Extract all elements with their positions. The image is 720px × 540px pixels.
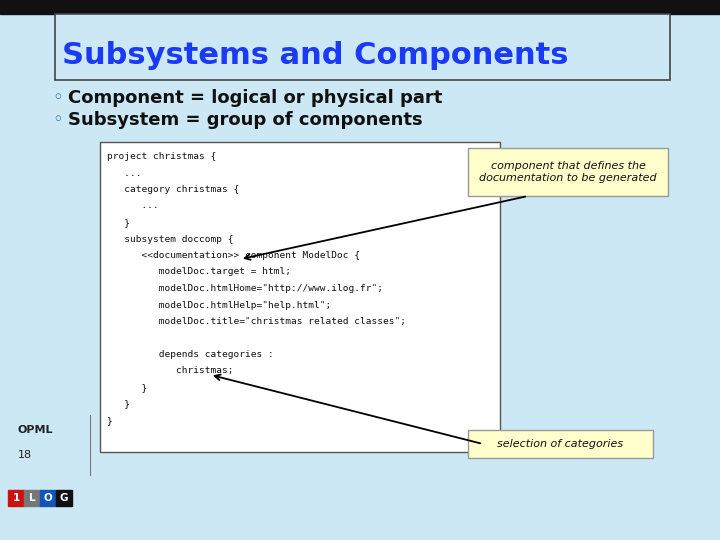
Text: category christmas {: category christmas { xyxy=(107,185,239,194)
Bar xyxy=(56,490,72,506)
Text: subsystem doccomp {: subsystem doccomp { xyxy=(107,234,233,244)
Text: christmas;: christmas; xyxy=(107,367,233,375)
Text: Subsystems and Components: Subsystems and Components xyxy=(62,40,569,70)
Text: modelDoc.htmlHelp="help.html";: modelDoc.htmlHelp="help.html"; xyxy=(107,300,331,309)
Text: selection of categories: selection of categories xyxy=(498,439,624,449)
Bar xyxy=(24,490,40,506)
Text: }: } xyxy=(107,416,113,425)
Text: depends categories :: depends categories : xyxy=(107,350,274,359)
Bar xyxy=(468,148,668,196)
Bar xyxy=(468,430,653,458)
Text: modelDoc.title="christmas related classes";: modelDoc.title="christmas related classe… xyxy=(107,317,406,326)
Text: Subsystem = group of components: Subsystem = group of components xyxy=(68,111,423,129)
Text: modelDoc.htmlHome="http://www.ilog.fr";: modelDoc.htmlHome="http://www.ilog.fr"; xyxy=(107,284,383,293)
Text: }: } xyxy=(107,383,148,392)
Text: modelDoc.target = html;: modelDoc.target = html; xyxy=(107,267,291,276)
Text: ◦: ◦ xyxy=(52,111,63,129)
Bar xyxy=(40,490,56,506)
Text: project christmas {: project christmas { xyxy=(107,152,216,161)
Text: G: G xyxy=(60,493,68,503)
Text: 1: 1 xyxy=(12,493,19,503)
Bar xyxy=(55,14,670,80)
Text: Component = logical or physical part: Component = logical or physical part xyxy=(68,89,442,107)
Text: }: } xyxy=(107,400,130,408)
Text: }: } xyxy=(107,218,130,227)
Text: OPML: OPML xyxy=(18,425,53,435)
Text: 18: 18 xyxy=(18,450,32,460)
Text: ◦: ◦ xyxy=(52,89,63,107)
Bar xyxy=(0,0,720,14)
Text: ...: ... xyxy=(107,168,142,178)
Text: O: O xyxy=(44,493,53,503)
Text: component that defines the
documentation to be generated: component that defines the documentation… xyxy=(480,161,657,183)
Text: <<documentation>> component ModelDoc {: <<documentation>> component ModelDoc { xyxy=(107,251,360,260)
Bar xyxy=(100,142,500,452)
Text: L: L xyxy=(29,493,35,503)
Text: ...: ... xyxy=(107,201,158,211)
Bar xyxy=(8,490,24,506)
